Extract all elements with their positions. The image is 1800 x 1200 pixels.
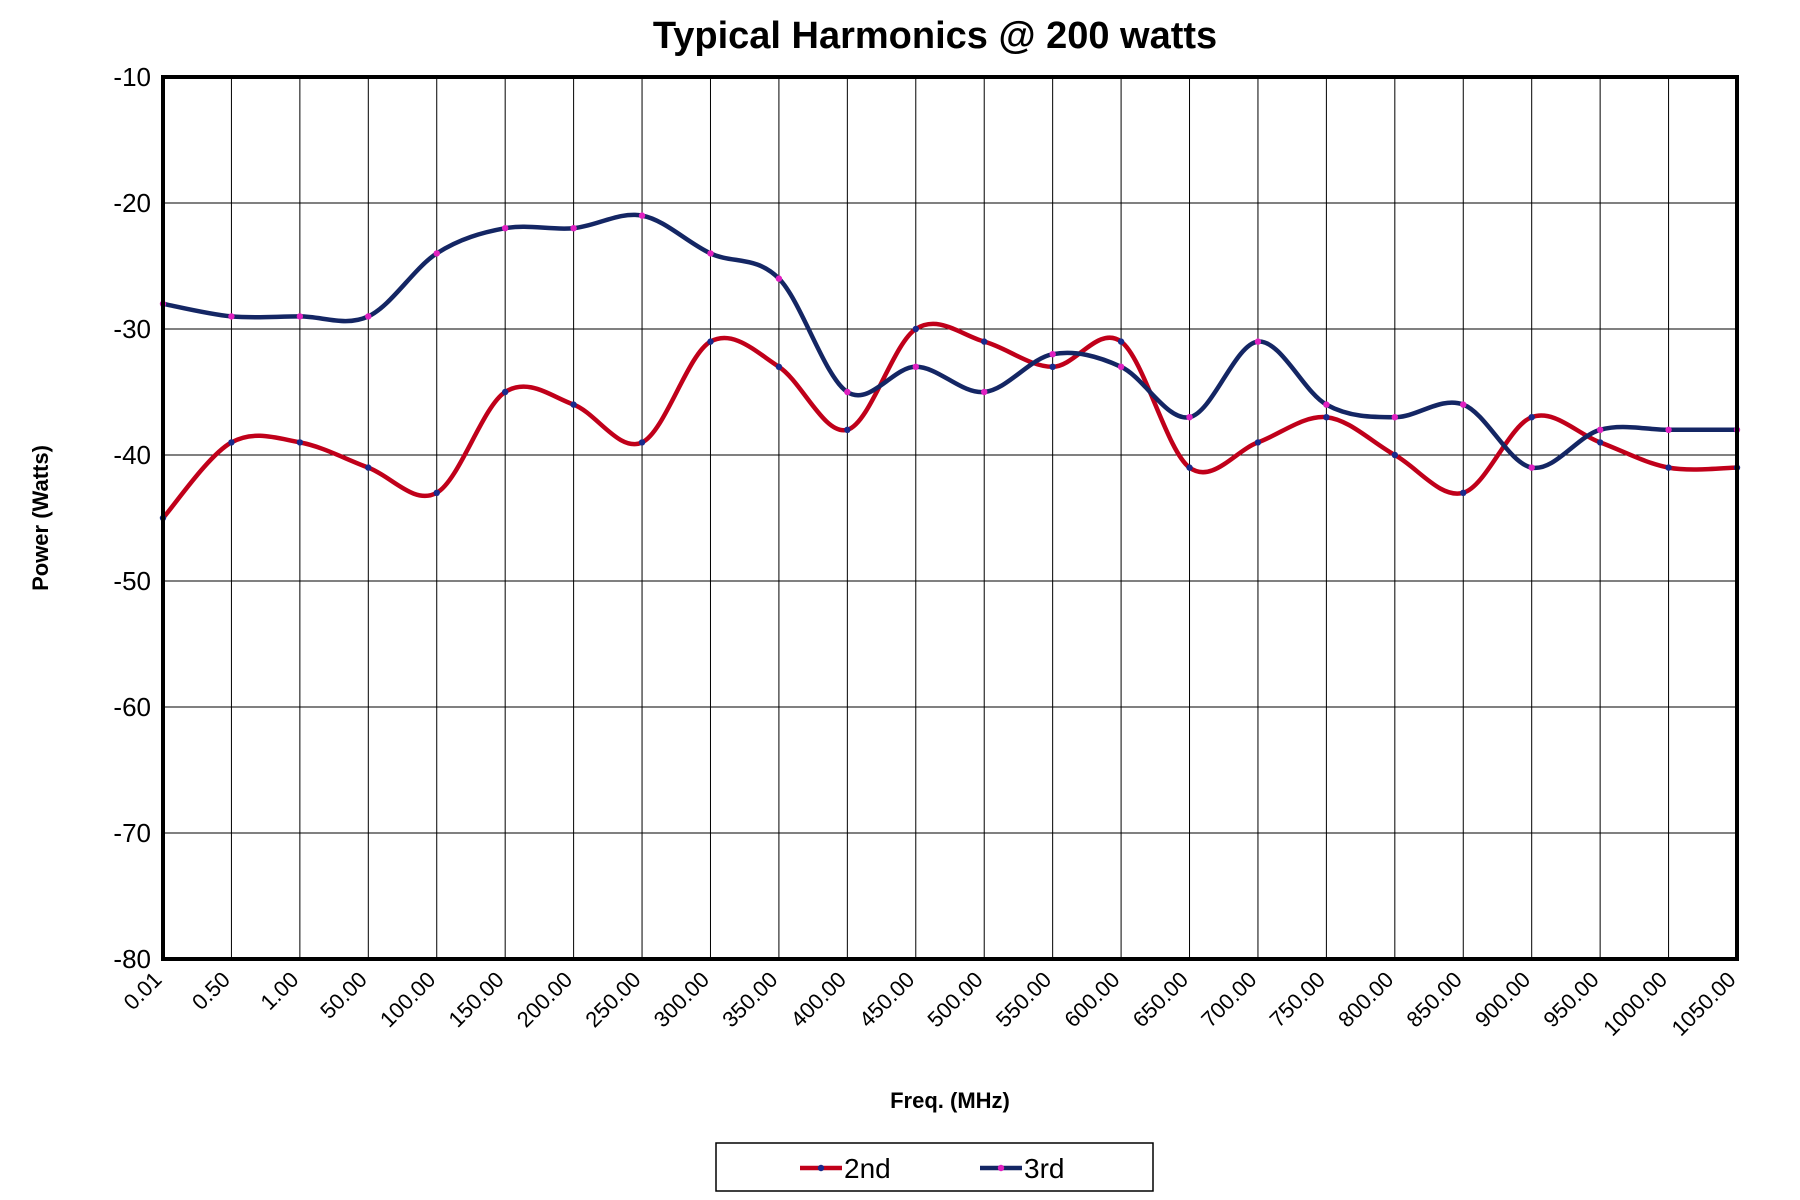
data-point (1665, 426, 1672, 433)
data-point (1049, 363, 1056, 370)
data-point (433, 489, 440, 496)
y-tick-label: -50 (113, 566, 151, 596)
data-point (1528, 414, 1535, 421)
x-tick-label: 1000.00 (1598, 967, 1672, 1041)
x-tick-label: 700.00 (1196, 967, 1261, 1032)
data-point (1323, 414, 1330, 421)
data-point (570, 225, 577, 232)
data-point (365, 313, 372, 320)
series-3rd (159, 212, 1741, 471)
y-tick-label: -20 (113, 188, 151, 218)
x-tick-label: 900.00 (1470, 967, 1535, 1032)
plot-frame (161, 75, 1739, 961)
y-tick-label: -70 (113, 818, 151, 848)
grid (162, 76, 1738, 960)
x-tick-label: 0.01 (119, 967, 167, 1015)
data-point (1391, 451, 1399, 459)
data-point (707, 338, 714, 345)
chart-title: Typical Harmonics @ 200 watts (653, 15, 1217, 57)
data-point (707, 250, 714, 257)
data-point (981, 338, 988, 345)
x-tick-label: 1050.00 (1667, 967, 1741, 1041)
data-point (1254, 439, 1262, 446)
y-tick-label: -40 (113, 440, 151, 470)
legend-box (715, 1142, 1154, 1192)
x-tick-label: 950.00 (1538, 967, 1603, 1032)
data-point (1117, 338, 1125, 345)
x-tick-label: 750.00 (1265, 967, 1330, 1032)
x-tick-label: 100.00 (375, 967, 440, 1032)
data-point (844, 426, 851, 433)
data-point (775, 275, 783, 282)
data-point (365, 464, 372, 471)
x-tick-labels: 0.01 0.50 1.00 50.00 100.00 150.00 200.00 250.0… (119, 967, 1741, 1041)
x-tick-label: 0.50 (187, 967, 235, 1015)
data-point (1391, 414, 1399, 421)
data-point (296, 313, 304, 320)
x-tick-label: 400.00 (786, 967, 851, 1032)
data-point (1460, 489, 1467, 496)
data-point (638, 439, 646, 446)
data-point (1254, 338, 1262, 345)
data-point (296, 439, 304, 446)
legend-marker (817, 1164, 825, 1172)
data-point (1323, 401, 1330, 408)
data-point (638, 212, 646, 219)
data-point (433, 250, 440, 257)
series-2nd (159, 321, 1741, 522)
data-point (912, 363, 919, 370)
data-point (844, 388, 851, 396)
legend: 2nd 3rd (715, 1142, 1154, 1192)
x-tick-label: 450.00 (854, 967, 919, 1032)
data-point (228, 439, 235, 446)
x-tick-label: 1.00 (255, 967, 303, 1015)
y-tick-label: -30 (113, 314, 151, 344)
data-point (228, 313, 235, 320)
data-point (1117, 363, 1125, 370)
y-tick-label: -80 (113, 944, 151, 974)
x-tick-label: 500.00 (922, 967, 987, 1032)
legend-label: 3rd (1024, 1153, 1064, 1184)
data-point (501, 225, 509, 232)
data-point (501, 388, 509, 396)
data-point (775, 363, 783, 370)
data-point (981, 388, 988, 396)
data-point (1186, 414, 1193, 421)
x-tick-label: 300.00 (649, 967, 714, 1032)
data-point (1049, 351, 1056, 358)
x-tick-label: 800.00 (1333, 967, 1398, 1032)
series-layer (159, 212, 1741, 522)
series-line (161, 321, 1738, 520)
x-tick-label: 550.00 (991, 967, 1056, 1032)
y-tick-labels: -10 -20 -30 -40 -50 -60 -70 -80 (113, 62, 151, 974)
x-tick-label: 50.00 (315, 967, 372, 1024)
x-tick-label: 150.00 (443, 967, 508, 1032)
series-line (162, 212, 1737, 470)
y-tick-label: -10 (113, 62, 151, 92)
y-axis-title: Power (Watts) (28, 445, 53, 591)
legend-marker (997, 1164, 1005, 1172)
data-point (1665, 464, 1672, 471)
data-point (1460, 401, 1467, 408)
legend-label: 2nd (844, 1153, 891, 1184)
data-point (1596, 426, 1604, 433)
data-point (570, 401, 577, 408)
x-tick-label: 600.00 (1059, 967, 1124, 1032)
x-tick-label: 850.00 (1402, 967, 1467, 1032)
x-axis-title: Freq. (MHz) (890, 1088, 1010, 1113)
y-tick-label: -60 (113, 692, 151, 722)
x-tick-label: 650.00 (1128, 967, 1193, 1032)
legend-item-2nd: 2nd (800, 1153, 891, 1184)
legend-item-3rd: 3rd (980, 1153, 1064, 1184)
x-tick-label: 200.00 (512, 967, 577, 1032)
x-tick-label: 250.00 (580, 967, 645, 1032)
x-tick-label: 350.00 (717, 967, 782, 1032)
data-point (1528, 464, 1535, 471)
data-point (912, 325, 919, 333)
data-point (1596, 439, 1604, 446)
data-point (1186, 464, 1193, 471)
